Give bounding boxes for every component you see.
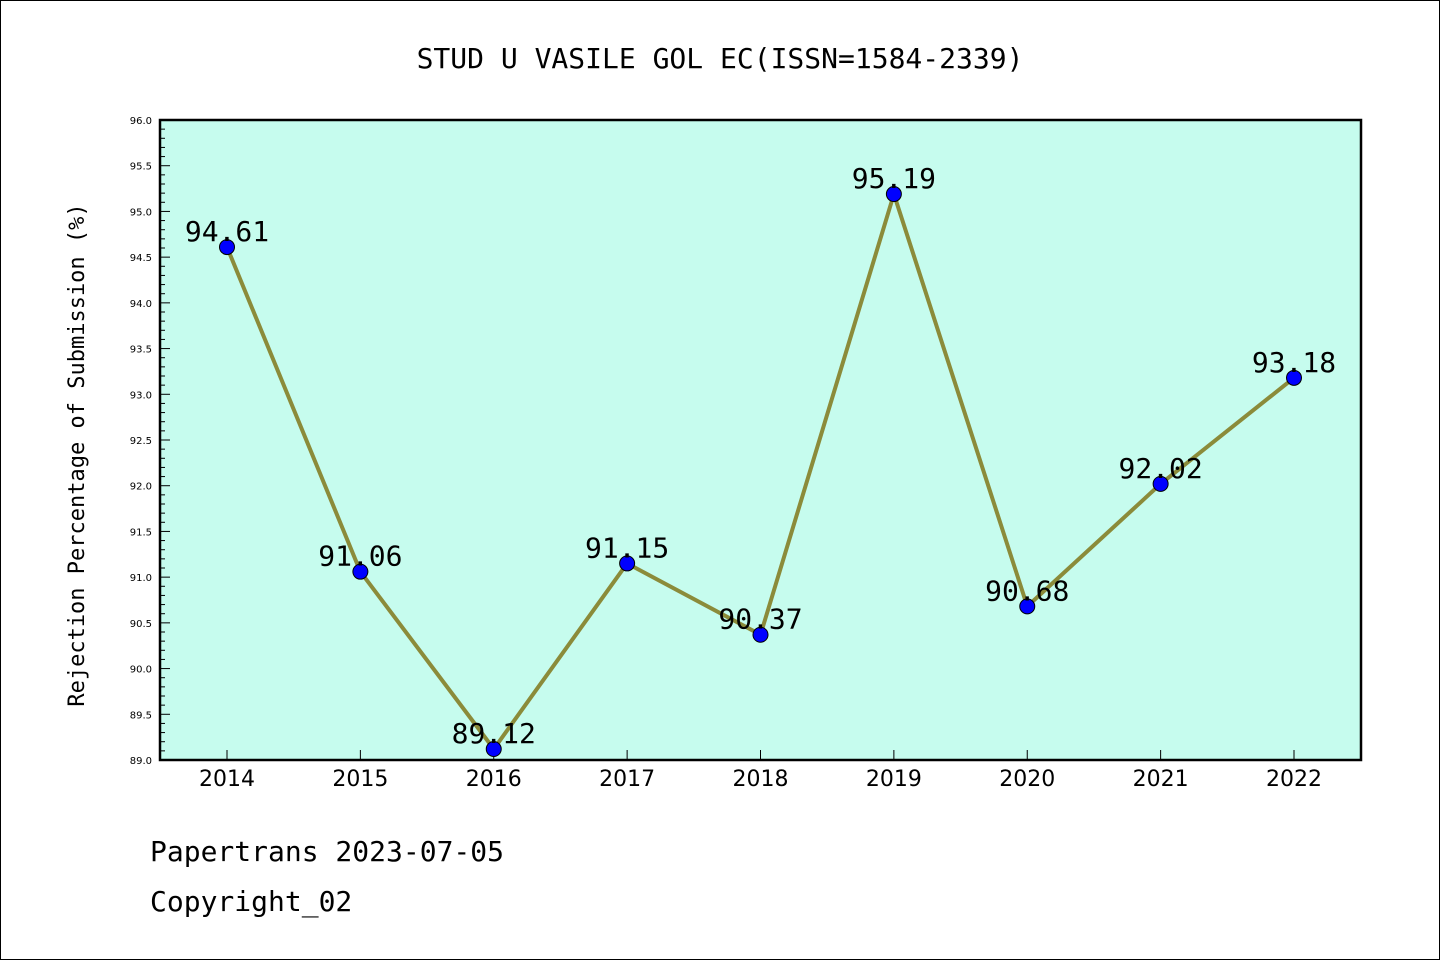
data-point — [1019, 598, 1036, 615]
x-tick-label: 2022 — [1266, 767, 1322, 792]
y-tick-label: 93.5 — [130, 345, 152, 356]
chart-title: STUD U VASILE GOL EC(ISSN=1584-2339) — [417, 42, 1024, 75]
x-tick-label: 2019 — [866, 767, 922, 792]
footer-date: Papertrans 2023-07-05 — [150, 835, 505, 868]
x-tick-label: 2014 — [199, 767, 255, 792]
y-tick-label: 89.0 — [130, 756, 152, 767]
y-tick-label: 95.0 — [130, 207, 152, 218]
data-label: 90.68 — [985, 574, 1069, 607]
series-line-group: 94.61 91.06 89.12 91.15 90.37 95.19 90.68 92.02… — [185, 162, 1336, 758]
data-point — [752, 626, 769, 643]
y-tick-label: 93.0 — [130, 390, 152, 401]
data-label: 91.06 — [318, 540, 402, 573]
x-tick-label: 2017 — [599, 767, 655, 792]
y-tick-label: 90.5 — [130, 619, 152, 630]
x-axis: 2014 2015 2016 2017 2018 2019 2020 2021 2022 — [199, 750, 1322, 792]
x-tick-label: 2015 — [332, 767, 388, 792]
y-axis: 89.0 89.5 90.0 90.5 91.0 91.5 92.0 92.5 93.0 93.5… — [130, 116, 170, 767]
data-point — [219, 239, 235, 256]
data-label: 91.15 — [585, 531, 669, 564]
x-tick-label: 2018 — [733, 767, 789, 792]
x-tick-label: 2016 — [466, 767, 522, 792]
x-tick-label: 2020 — [999, 767, 1055, 792]
y-tick-label: 91.5 — [130, 527, 152, 538]
plot-area — [158, 118, 1363, 762]
data-point — [1152, 475, 1169, 492]
data-label: 89.12 — [452, 717, 536, 750]
y-tick-label: 94.5 — [130, 253, 152, 264]
data-point — [352, 563, 369, 580]
y-tick-label: 90.0 — [130, 665, 152, 676]
data-label: 93.18 — [1252, 346, 1336, 379]
data-point — [1286, 369, 1302, 386]
data-label: 95.19 — [852, 162, 936, 195]
footer-copyright: Copyright_02 — [150, 885, 353, 918]
y-tick-label: 95.5 — [130, 162, 152, 173]
y-tick-label: 96.0 — [130, 116, 152, 127]
data-point — [885, 186, 902, 203]
y-tick-label: 92.0 — [130, 482, 152, 493]
data-label: 94.61 — [185, 215, 269, 248]
data-point — [485, 741, 502, 758]
y-tick-label: 94.0 — [130, 299, 152, 310]
y-axis-label: Rejection Percentage of Submission (%) — [65, 203, 90, 706]
y-tick-label: 91.0 — [130, 573, 152, 584]
data-label: 90.37 — [718, 603, 802, 636]
data-point — [619, 555, 636, 572]
y-tick-label: 89.5 — [130, 710, 152, 721]
data-label: 92.02 — [1118, 452, 1202, 485]
y-tick-label: 92.5 — [130, 436, 152, 447]
x-tick-label: 2021 — [1133, 767, 1189, 792]
